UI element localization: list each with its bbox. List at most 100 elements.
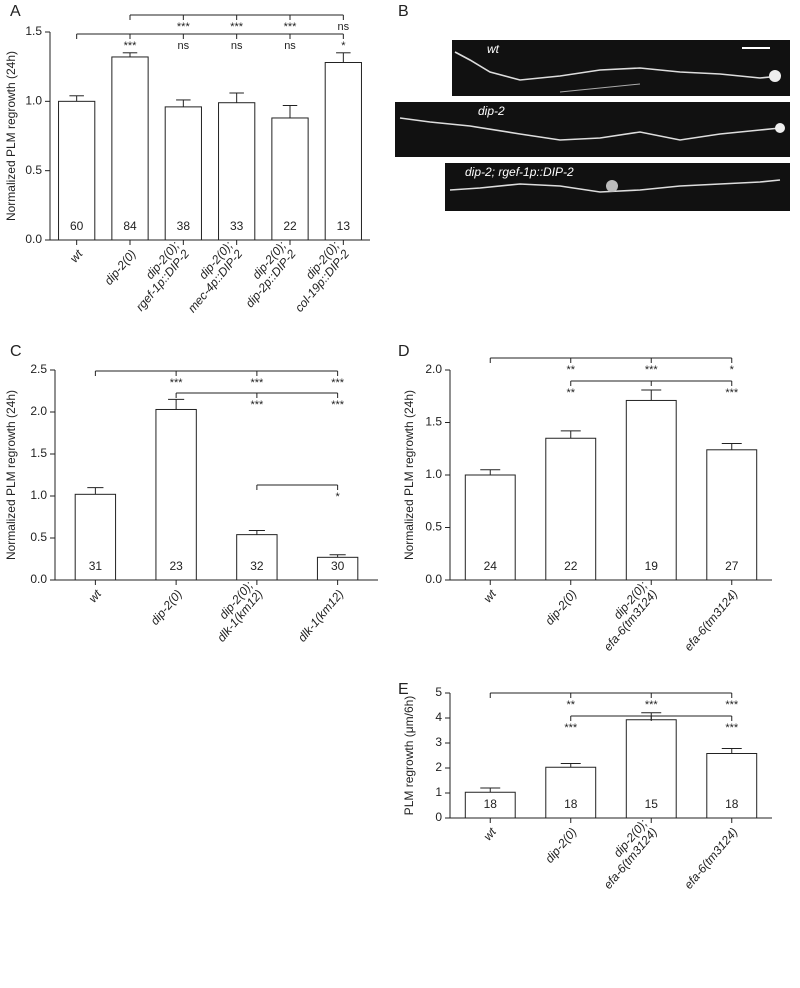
bar	[464, 474, 516, 581]
panel-label: E	[398, 681, 409, 698]
n-label: 22	[283, 219, 297, 233]
chart: D Normalized PLM regrowth (24h) 0.0 0.5 1.0 1…	[398, 343, 772, 654]
chart: C Normalized PLM regrowth (24h) 0.0 0.5 1.0 1…	[4, 343, 378, 645]
bar	[111, 56, 149, 241]
y-tick-label: 1.0	[25, 94, 42, 108]
bar	[625, 399, 677, 581]
significance-label: ***	[645, 699, 659, 711]
y-tick-label: 1.5	[425, 415, 442, 429]
y-tick-label: 5	[435, 685, 442, 699]
significance-label: ***	[124, 40, 138, 52]
significance-label: ***	[645, 364, 659, 376]
neuron	[559, 83, 641, 93]
y-tick-label: 2.0	[30, 404, 47, 418]
neuron	[449, 179, 781, 193]
significance-label: **	[566, 387, 575, 399]
y-tick-label: 0.0	[25, 232, 42, 246]
bar	[271, 117, 309, 241]
neuron	[454, 51, 781, 81]
significance-label: *	[730, 364, 735, 376]
n-label: 13	[337, 219, 351, 233]
y-tick-label: 2.0	[425, 362, 442, 376]
y-axis-label: Normalized PLM regrowth (24h)	[4, 51, 18, 221]
significance-label: ***	[725, 699, 739, 711]
bar	[464, 791, 516, 819]
y-tick-label: 1.5	[30, 446, 47, 460]
micrograph	[452, 40, 790, 96]
significance-label: *	[341, 40, 346, 52]
significance-label: ***	[725, 387, 739, 399]
n-label: 18	[725, 797, 739, 811]
cell-body	[775, 123, 785, 133]
n-label: 23	[169, 559, 183, 573]
x-tick-label: efa-6(tm3124)	[681, 587, 740, 654]
neuron	[399, 117, 781, 141]
bar	[236, 534, 278, 581]
significance-label: ***	[230, 21, 244, 33]
y-axis-label: Normalized PLM regrowth (24h)	[4, 390, 18, 560]
significance-label: ***	[564, 722, 578, 734]
panel-label: C	[10, 343, 22, 360]
x-tick-label: efa-6(tm3124)	[681, 825, 740, 892]
n-label: 18	[564, 797, 578, 811]
significance-label: ns	[178, 40, 190, 52]
x-tick-label: dip-2(0)	[542, 825, 579, 866]
significance-label: ***	[177, 21, 191, 33]
significance-label: ***	[284, 21, 298, 33]
y-tick-label: 4	[435, 710, 442, 724]
x-tick-label: wt	[86, 586, 105, 605]
significance-label: *	[335, 491, 340, 503]
significance-label: ***	[170, 377, 184, 389]
bar	[625, 719, 677, 819]
n-label: 31	[89, 559, 103, 573]
significance-label: **	[566, 699, 575, 711]
y-tick-label: 0.5	[30, 530, 47, 544]
image-label: dip-2; rgef-1p::DIP-2	[465, 165, 574, 179]
n-label: 30	[331, 559, 345, 573]
significance-label: ***	[250, 377, 264, 389]
significance-label: ***	[331, 377, 345, 389]
bar	[218, 102, 256, 241]
bar	[324, 62, 362, 241]
bar	[155, 408, 197, 581]
significance-label: ns	[284, 40, 296, 52]
y-tick-label: 0.0	[425, 572, 442, 586]
y-tick-label: 0.5	[25, 163, 42, 177]
x-tick-label: wt	[481, 824, 500, 843]
cell-body	[769, 70, 781, 82]
y-tick-label: 3	[435, 735, 442, 749]
n-label: 33	[230, 219, 244, 233]
x-tick-label: wt	[481, 586, 500, 605]
panel-label: A	[10, 3, 21, 20]
significance-label: ns	[231, 40, 243, 52]
n-label: 22	[564, 559, 578, 573]
y-tick-label: 2	[435, 760, 442, 774]
panel-label: D	[398, 343, 410, 360]
bar	[545, 766, 597, 819]
y-tick-label: 1.0	[425, 467, 442, 481]
panel-label: B	[398, 3, 409, 20]
n-label: 27	[725, 559, 739, 573]
significance-label: ns	[338, 21, 350, 33]
significance-label: ***	[250, 399, 264, 411]
significance-label: **	[566, 364, 575, 376]
n-label: 15	[645, 797, 659, 811]
x-tick-label: dip-2(0)	[542, 587, 579, 628]
image-label: dip-2	[478, 104, 505, 118]
n-label: 60	[70, 219, 84, 233]
x-tick-label: wt	[67, 246, 86, 265]
y-tick-label: 2.5	[30, 362, 47, 376]
micrograph	[395, 102, 790, 157]
image-label: wt	[487, 42, 500, 56]
n-label: 84	[123, 219, 137, 233]
chart: A Normalized PLM regrowth (24h) 0.0 0.5 1.0 1…	[4, 3, 370, 315]
n-label: 18	[484, 797, 498, 811]
y-axis-label: PLM regrowth (μm/6h)	[402, 696, 416, 816]
significance-label: ***	[725, 722, 739, 734]
panel-b: B wt dip-2 dip-2; rgef-1p::DIP-2	[395, 3, 790, 211]
x-tick-label: dlk-1(km12)	[295, 587, 346, 645]
x-tick-label: dip-2(0)	[148, 587, 185, 628]
n-label: 32	[250, 559, 264, 573]
n-label: 19	[645, 559, 659, 573]
